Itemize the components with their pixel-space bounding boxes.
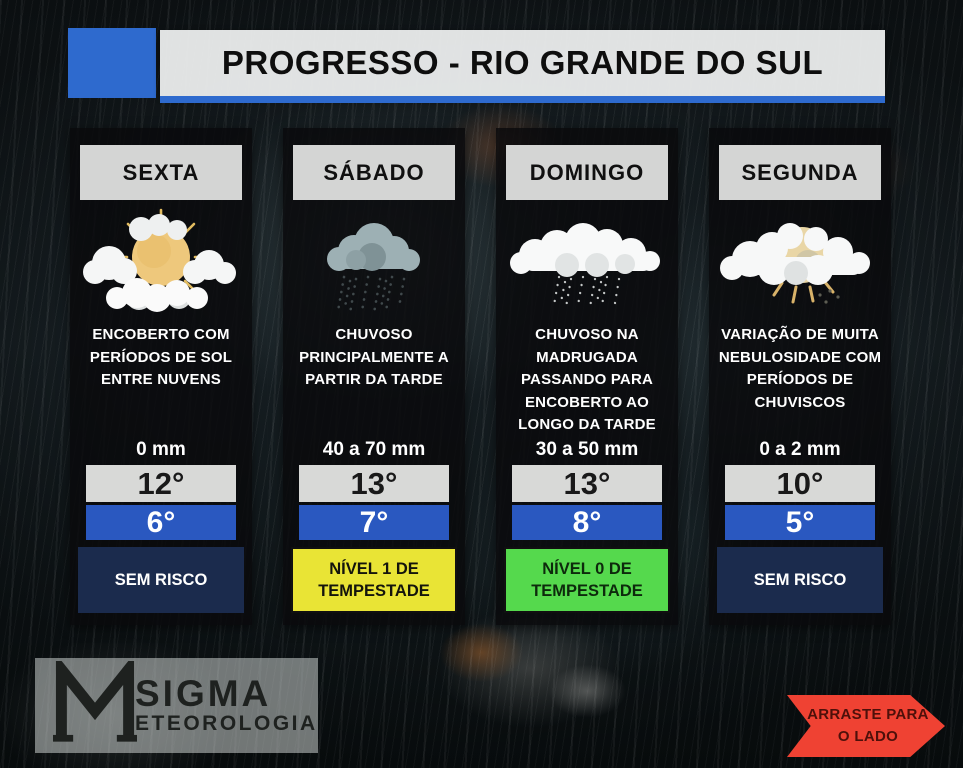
day-header: SÁBADO	[293, 145, 455, 200]
day-label: DOMINGO	[529, 159, 645, 185]
swipe-cta-arrow[interactable]: ARRASTE PARA O LADO	[787, 695, 945, 757]
forecast-description: ENCOBERTO COM PERÍODOS DE SOL ENTRE NUVE…	[89, 326, 233, 388]
forecast-description: VARIAÇÃO DE MUITA NEBULOSIDADE COM PERÍO…	[718, 326, 882, 411]
rain-amount: 40 a 70 mm	[322, 439, 426, 460]
day-card-segunda: SEGUNDA VARIAÇÃO DE MUITA NEBULOSIDADE C…	[709, 128, 891, 625]
rain-amount: 30 a 50 mm	[535, 439, 639, 460]
day-card-sabado: SÁBADO CHUVOSO PRINCIPALMENTE A PARTIR D…	[283, 128, 465, 625]
day-label: SEGUNDA	[741, 159, 859, 185]
max-temp: 12°	[86, 465, 236, 502]
brand-text: SIGMA ETEOROLOGIA	[135, 675, 318, 735]
swipe-cta-line2: O LADO	[837, 728, 899, 745]
max-temp: 13°	[299, 465, 449, 502]
header-underline	[160, 96, 885, 103]
header-accent-square	[68, 28, 156, 98]
brand-subtitle: ETEOROLOGIA	[135, 712, 318, 736]
page-title: PROGRESSO - RIO GRANDE DO SUL	[221, 44, 824, 81]
forecast-columns: SEXTA	[70, 128, 891, 625]
sun-behind-clouds-icon	[709, 206, 891, 320]
rain-amount: 0 mm	[136, 439, 186, 460]
logo-m-icon	[49, 653, 141, 750]
sun-between-clouds-icon	[70, 206, 252, 320]
day-label: SÁBADO	[323, 159, 425, 185]
min-temp: 6°	[86, 505, 236, 540]
rain-cloud-icon	[283, 206, 465, 320]
card-bottom: 30 a 50 mm 13° 8° NÍVEL 0 DE TEMPESTADE	[496, 439, 678, 625]
forecast-description: CHUVOSO PRINCIPALMENTE A PARTIR DA TARDE	[299, 326, 449, 388]
swipe-cta-line1: ARRASTE PARA	[807, 706, 929, 724]
day-header: DOMINGO	[506, 145, 668, 200]
min-temp: 5°	[725, 505, 875, 540]
forecast-description: CHUVOSO NA MADRUGADA PASSANDO PARA ENCOB…	[518, 326, 656, 433]
max-temp: 13°	[512, 465, 662, 502]
storm-risk-badge: SEM RISCO	[717, 547, 883, 613]
storm-risk-badge: NÍVEL 0 DE TEMPESTADE	[504, 547, 670, 613]
day-header: SEXTA	[80, 145, 242, 200]
min-temp: 7°	[299, 505, 449, 540]
card-bottom: 0 a 2 mm 10° 5° SEM RISCO	[709, 439, 891, 625]
card-bottom: 0 mm 12° 6° SEM RISCO	[70, 439, 252, 625]
storm-risk-badge: SEM RISCO	[78, 547, 244, 613]
header-title-bar: PROGRESSO - RIO GRANDE DO SUL	[160, 30, 885, 96]
clouds-with-rain-icon	[496, 206, 678, 320]
storm-risk-badge: NÍVEL 1 DE TEMPESTADE	[291, 547, 457, 613]
brand-logo: SIGMA ETEOROLOGIA	[35, 653, 318, 753]
brand-name: SIGMA	[135, 673, 272, 715]
day-card-domingo: DOMINGO CHUVOSO NA MADRUGADA PASSANDO PA…	[496, 128, 678, 625]
day-label: SEXTA	[122, 159, 200, 185]
day-card-sexta: SEXTA	[70, 128, 252, 625]
min-temp: 8°	[512, 505, 662, 540]
max-temp: 10°	[725, 465, 875, 502]
rain-amount: 0 a 2 mm	[759, 439, 841, 460]
day-header: SEGUNDA	[719, 145, 881, 200]
card-bottom: 40 a 70 mm 13° 7° NÍVEL 1 DE TEMPESTADE	[283, 439, 465, 625]
